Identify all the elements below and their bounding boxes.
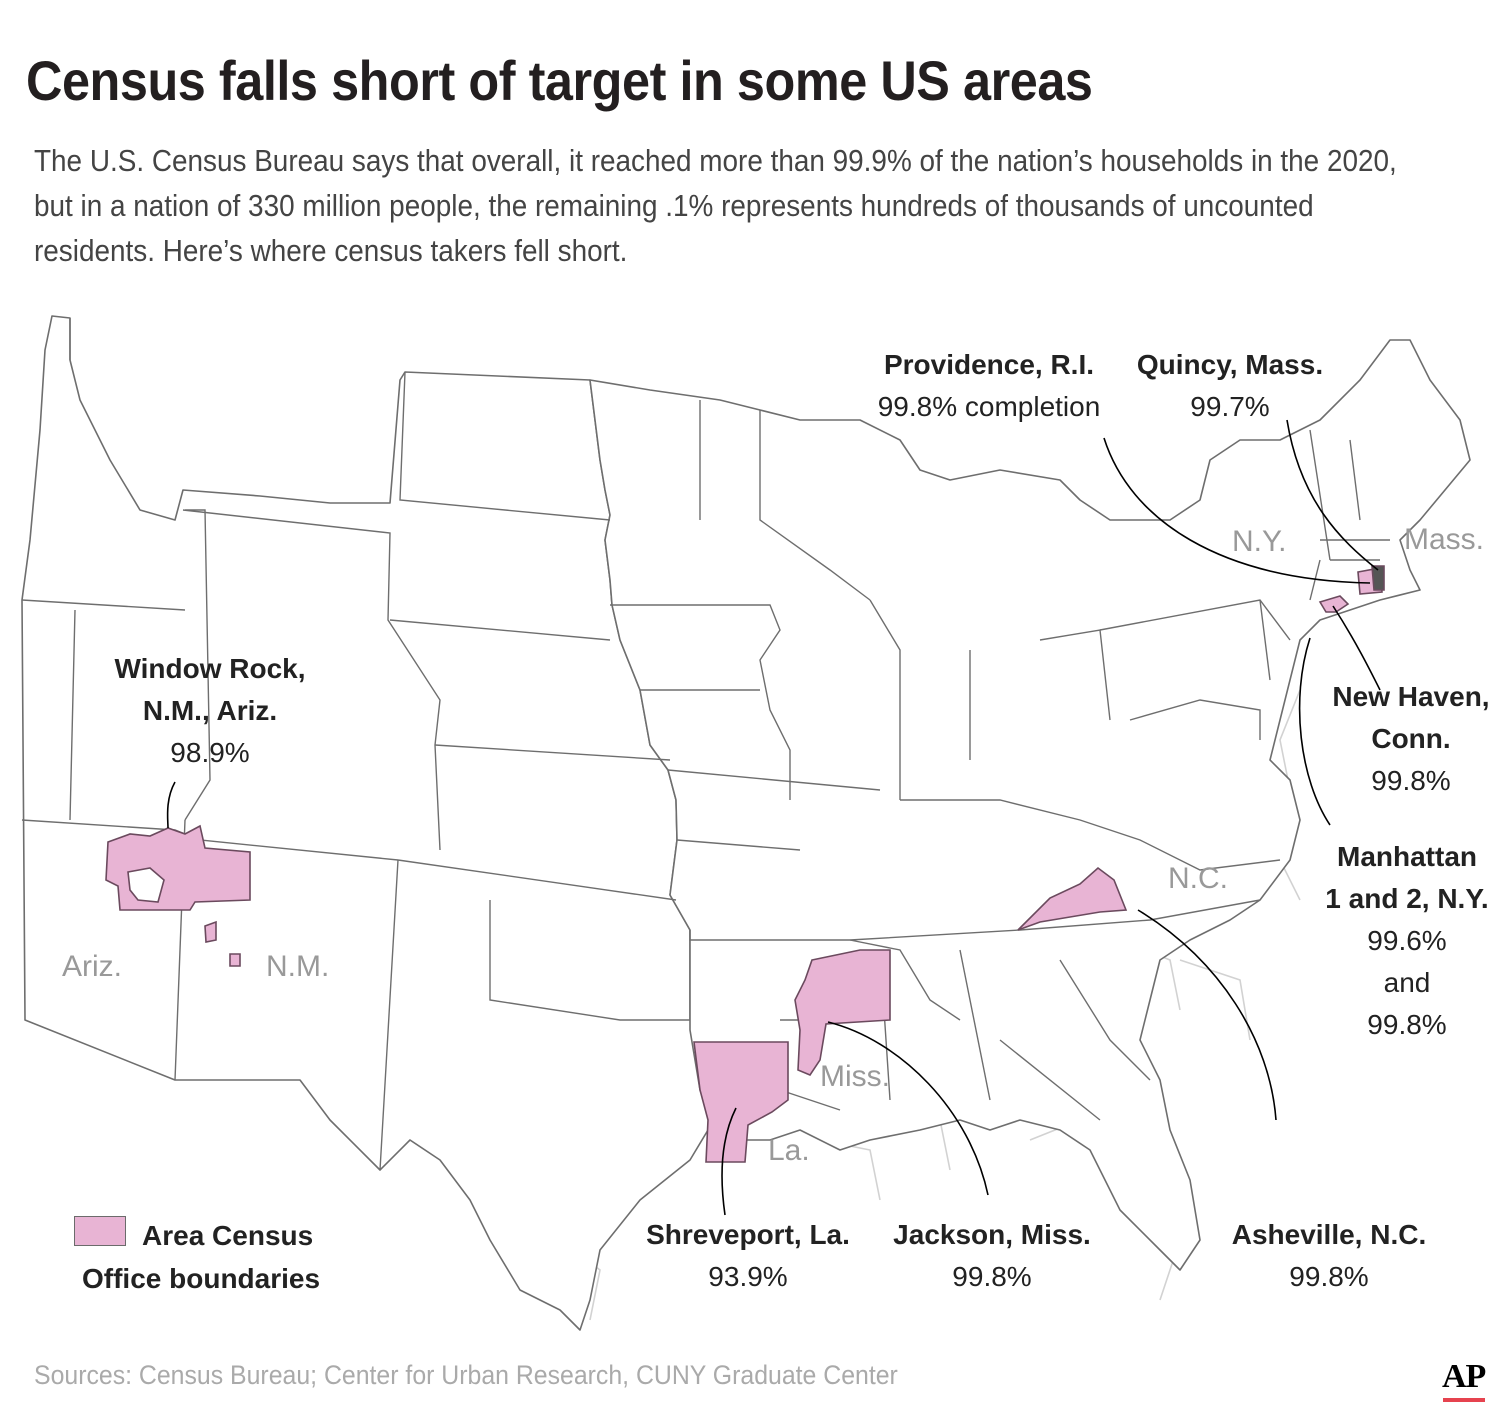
window-rock-small-2 [229, 953, 241, 967]
callout-manhattan: Manhattan 1 and 2, N.Y. 99.6% and 99.8% [1310, 836, 1496, 1046]
state-label-la: La. [768, 1134, 810, 1167]
callout-providence: Providence, R.I. 99.8% completion [862, 344, 1116, 428]
callout-shreveport: Shreveport, La. 93.9% [630, 1214, 866, 1298]
jackson-leader [827, 1021, 989, 1196]
callout-quincy: Quincy, Mass. 99.7% [1120, 344, 1340, 428]
callout-name-line1: New Haven, [1332, 681, 1490, 712]
callout-value: 99.7% [1190, 391, 1270, 422]
callout-name-line2: N.M., Ariz. [142, 695, 278, 726]
callout-name-line2: Conn. [1371, 723, 1451, 754]
callout-value: 93.9% [708, 1261, 788, 1292]
quincy-leader [1286, 419, 1379, 571]
new-haven-area [1318, 595, 1350, 613]
callout-value: 99.8% [1371, 765, 1451, 796]
window-rock-exclusion [127, 867, 165, 903]
ap-logo: AP [1442, 1358, 1486, 1395]
shreveport-area [693, 1041, 789, 1163]
callout-name-line1: Window Rock, [114, 653, 306, 684]
providence-leader [1103, 437, 1371, 584]
state-label-nc: N.C. [1168, 862, 1228, 895]
new-haven-leader [1332, 605, 1381, 691]
state-label-miss: Miss. [820, 1060, 890, 1093]
legend-swatch [74, 1216, 126, 1246]
state-label-mass: Mass. [1404, 523, 1485, 556]
callout-asheville: Asheville, N.C. 99.8% [1214, 1214, 1444, 1298]
callout-name: Jackson, Miss. [893, 1219, 1091, 1250]
callout-name-line2: 1 and 2, N.Y. [1325, 883, 1489, 914]
window-rock-small-1 [204, 920, 217, 943]
shreveport-leader [721, 1107, 737, 1216]
highlight-areas [105, 565, 1385, 1163]
state-boundaries [21, 315, 1471, 1331]
state-label-nm: N.M. [266, 950, 330, 983]
chart-subtitle: The U.S. Census Bureau says that overall… [34, 143, 1397, 268]
callout-value: 98.9% [170, 737, 250, 768]
callout-value: 99.8% [1289, 1261, 1369, 1292]
callout-value-1: 99.6% [1367, 925, 1447, 956]
callout-name: Asheville, N.C. [1231, 1219, 1427, 1250]
callout-value: 99.8% completion [877, 391, 1101, 422]
ap-logo-underline [1443, 1398, 1485, 1402]
callout-name: Quincy, Mass. [1136, 349, 1324, 380]
quincy-area [1371, 565, 1385, 591]
asheville-area [1017, 866, 1128, 931]
asheville-leader [1137, 909, 1277, 1121]
window-rock-leader [166, 781, 176, 829]
callout-joiner: and [1383, 967, 1431, 998]
leader-lines [166, 419, 1381, 1216]
legend-label: Area Census Office boundaries [82, 1220, 321, 1294]
callout-name-line1: Manhattan [1337, 841, 1477, 872]
chart-title: Census falls short of target in some US … [26, 49, 1093, 112]
state-label-ny: N.Y. [1232, 525, 1287, 558]
callout-new-haven: New Haven, Conn. 99.8% [1320, 676, 1496, 802]
internal-state-lines [21, 318, 1390, 1171]
source-note: Sources: Census Bureau; Center for Urban… [34, 1360, 898, 1390]
callout-name: Shreveport, La. [646, 1219, 850, 1250]
callout-jackson: Jackson, Miss. 99.8% [878, 1214, 1106, 1298]
callout-value-2: 99.8% [1367, 1009, 1447, 1040]
callout-value: 99.8% [952, 1261, 1032, 1292]
callout-window-rock: Window Rock, N.M., Ariz. 98.9% [96, 648, 324, 774]
jackson-area [794, 949, 891, 1076]
callout-name: Providence, R.I. [883, 349, 1095, 380]
manhattan-leader [1298, 637, 1331, 826]
state-label-ariz: Ariz. [62, 950, 122, 983]
